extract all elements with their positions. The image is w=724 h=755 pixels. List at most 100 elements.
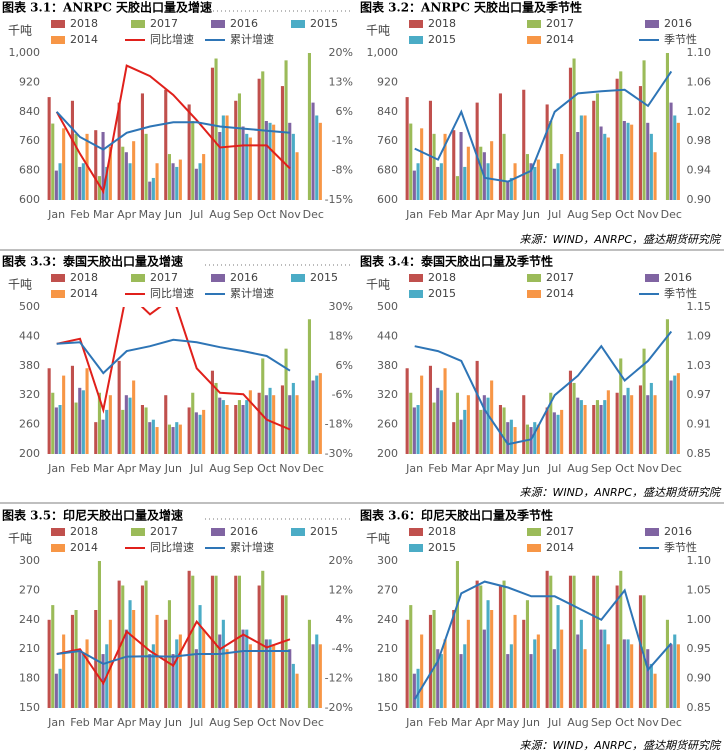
bar	[318, 373, 322, 454]
bar	[626, 387, 630, 454]
bar	[62, 634, 66, 708]
y-tick-label: 760	[19, 134, 40, 147]
x-tick-label: Jan	[405, 462, 423, 475]
x-tick-label: Jul	[189, 716, 203, 729]
y2-tick-label: 0.85	[687, 447, 712, 460]
legend-label: 2016	[664, 17, 692, 30]
bar	[171, 654, 175, 708]
bar	[291, 663, 295, 708]
bar	[509, 644, 513, 708]
bar	[257, 78, 261, 200]
legend-swatch	[51, 36, 65, 44]
bar	[295, 152, 299, 200]
bar	[171, 427, 175, 454]
bar	[525, 154, 529, 200]
x-tick-label: Jan	[47, 716, 65, 729]
bar	[140, 405, 144, 454]
y-tick-label: 300	[19, 554, 40, 567]
y-tick-label: 320	[377, 388, 398, 401]
y-tick-label: 270	[377, 583, 398, 596]
x-tick-label: May	[497, 208, 520, 221]
y-tick-label: 920	[19, 75, 40, 88]
y-tick-label: 240	[377, 613, 398, 626]
bar	[673, 375, 677, 454]
bar	[606, 137, 610, 200]
x-tick-label: Feb	[428, 462, 447, 475]
bar	[245, 400, 249, 454]
legend-label: 累计增速	[230, 540, 274, 554]
bar	[498, 93, 502, 200]
y2-tick-label: 4%	[336, 613, 353, 626]
bar	[225, 115, 229, 200]
line-series	[56, 649, 290, 665]
bar	[210, 370, 214, 454]
bar	[311, 380, 315, 454]
legend-label: 同比增速	[150, 32, 194, 46]
x-tick-label: Aug	[567, 208, 588, 221]
bar	[576, 132, 580, 200]
bar	[108, 619, 112, 708]
bar	[148, 181, 152, 200]
y2-tick-label: 30%	[329, 300, 353, 313]
bar	[482, 629, 486, 708]
bar	[649, 133, 653, 200]
bar	[533, 639, 537, 708]
bar	[459, 419, 463, 454]
bar	[439, 163, 443, 200]
bar	[420, 375, 424, 454]
bar	[257, 585, 261, 708]
legend-label: 2015	[310, 525, 338, 538]
legend-swatch	[409, 544, 423, 552]
bar	[202, 409, 206, 454]
bar	[455, 392, 459, 454]
bar	[583, 115, 587, 200]
y-tick-label: 680	[19, 164, 40, 177]
legend-swatch	[131, 274, 145, 282]
legend-label: 2016	[230, 17, 258, 30]
bar	[626, 639, 630, 708]
bar	[443, 133, 447, 200]
bar	[194, 412, 198, 454]
legend-swatch	[409, 36, 423, 44]
bar	[642, 595, 646, 708]
bar	[549, 120, 553, 200]
bar	[54, 407, 58, 454]
y-tick-label: 380	[377, 359, 398, 372]
bar	[630, 395, 634, 454]
x-tick-label: Oct	[615, 716, 635, 729]
bar	[268, 122, 272, 200]
bar	[58, 405, 62, 454]
bar	[210, 575, 214, 708]
legend-swatch	[291, 274, 305, 282]
legend-label: 2016	[664, 271, 692, 284]
bar	[669, 102, 673, 200]
legend-swatch	[645, 528, 659, 536]
legend-swatch	[51, 20, 65, 28]
y-tick-label: 840	[19, 105, 40, 118]
bar	[315, 115, 319, 200]
bar	[420, 634, 424, 708]
y-axis-label: 千吨	[8, 278, 32, 292]
legend-swatch	[527, 20, 541, 28]
bar	[54, 170, 58, 200]
bar	[214, 58, 218, 201]
bar	[272, 644, 276, 708]
bar	[536, 424, 540, 454]
x-tick-label: Apr	[475, 462, 495, 475]
bar	[307, 619, 311, 708]
y2-tick-label: 0.95	[687, 642, 712, 655]
x-tick-label: Nov	[637, 716, 659, 729]
bar	[97, 392, 101, 454]
legend-swatch	[645, 274, 659, 282]
bar	[241, 405, 245, 454]
bar	[187, 570, 191, 708]
bar	[70, 365, 74, 454]
bar	[234, 575, 238, 708]
bar	[175, 639, 179, 708]
bar	[490, 141, 494, 200]
bar	[486, 163, 490, 200]
bar	[498, 405, 502, 454]
bar	[178, 424, 182, 454]
bar	[311, 102, 315, 200]
line-series	[414, 330, 673, 446]
